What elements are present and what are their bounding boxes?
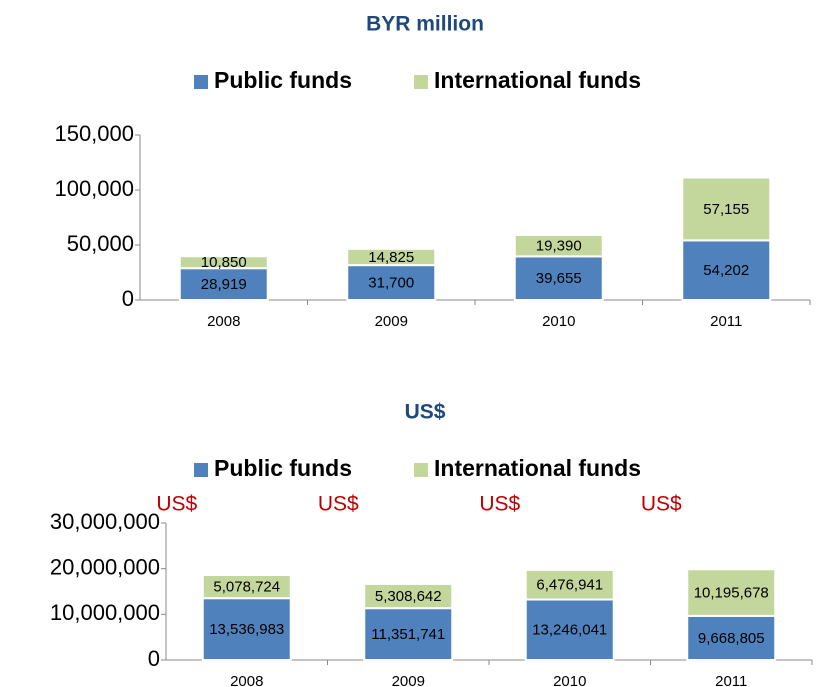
- value-label: 10,195,678: [694, 585, 769, 602]
- bar-segment: [681, 176, 772, 242]
- bar-segment: [201, 573, 292, 600]
- annotation: US$: [318, 493, 359, 516]
- legend-label: International funds: [434, 455, 641, 481]
- value-label: 13,536,983: [209, 621, 284, 638]
- chart-title: BYR million: [366, 13, 484, 36]
- value-label: 57,155: [703, 201, 749, 218]
- bar-segment: [681, 239, 772, 302]
- value-label: 28,919: [201, 276, 247, 293]
- value-label: 13,246,041: [532, 622, 607, 639]
- legend-swatch: [414, 463, 428, 477]
- value-label: 11,351,741: [371, 626, 445, 643]
- x-tick-label: 2008: [230, 673, 263, 687]
- x-tick-label: 2010: [542, 313, 575, 330]
- y-tick-label: 10,000,000: [50, 600, 160, 625]
- x-tick-label: 2008: [207, 313, 240, 330]
- legend-swatch: [414, 75, 428, 89]
- legend-label: International funds: [434, 67, 641, 93]
- x-tick-label: 2010: [553, 673, 586, 687]
- legend-swatch: [194, 75, 208, 89]
- y-tick-label: 30,000,000: [50, 509, 160, 534]
- y-tick-label: 150,000: [54, 121, 134, 146]
- bar-segment: [513, 234, 604, 258]
- bar-segment: [524, 568, 615, 601]
- value-label: 54,202: [703, 262, 749, 279]
- bar-segment: [363, 607, 454, 662]
- y-tick-label: 100,000: [54, 176, 134, 201]
- x-tick-label: 2009: [375, 313, 408, 330]
- legend-label: Public funds: [214, 455, 352, 481]
- bar-segment: [346, 247, 437, 267]
- y-tick-label: 20,000,000: [50, 554, 160, 579]
- x-tick-label: 2011: [710, 313, 742, 330]
- value-label: 9,668,805: [698, 630, 765, 647]
- value-label: 5,078,724: [213, 579, 280, 596]
- value-label: 31,700: [368, 275, 414, 292]
- value-label: 19,390: [536, 238, 582, 255]
- annotation: US$: [641, 493, 682, 516]
- chart-title: US$: [405, 401, 446, 424]
- x-tick-label: 2011: [715, 673, 747, 687]
- legend-label: Public funds: [214, 67, 352, 93]
- bar-segment: [178, 267, 269, 301]
- bar-segment: [346, 264, 437, 302]
- value-label: 6,476,941: [536, 577, 603, 594]
- value-label: 39,655: [536, 270, 582, 287]
- y-tick-label: 0: [122, 286, 134, 311]
- bar-segment: [201, 597, 292, 661]
- value-label: 10,850: [201, 254, 247, 271]
- bar-segment: [178, 255, 269, 270]
- bar-segment: [686, 568, 777, 617]
- y-tick-label: 50,000: [67, 231, 134, 256]
- x-tick-label: 2009: [392, 673, 425, 687]
- value-label: 5,308,642: [375, 588, 442, 605]
- bar-segment: [363, 582, 454, 610]
- annotation: US$: [479, 493, 520, 516]
- legend-swatch: [194, 463, 208, 477]
- y-tick-label: 0: [148, 646, 160, 671]
- value-label: 14,825: [368, 249, 414, 266]
- annotation: US$: [156, 493, 197, 516]
